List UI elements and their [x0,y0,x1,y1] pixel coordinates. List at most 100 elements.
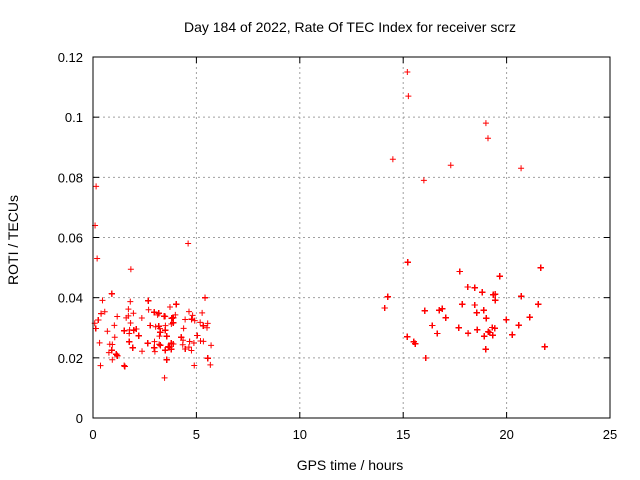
data-point [92,325,99,332]
data-point [98,310,105,317]
data-point [447,162,454,169]
data-point [139,348,146,355]
grid-lines [93,57,610,418]
y-tick-label: 0.06 [58,231,83,246]
x-tick-label: 10 [293,427,307,442]
data-point [93,183,100,190]
data-point [492,291,499,298]
data-point [204,320,211,327]
data-point [126,330,133,337]
data-point [182,345,189,352]
data-point [421,307,428,314]
data-point [94,255,101,262]
axis-ticks [92,56,611,419]
data-point [114,352,121,359]
data-point [479,289,486,296]
data-point [125,312,132,319]
data-point [471,302,478,309]
data-point [166,303,173,310]
data-point [442,314,449,321]
data-point [489,332,496,339]
data-point [459,301,466,308]
data-point [186,338,193,345]
data-point [188,316,195,323]
data-point [185,344,192,351]
data-point [464,283,471,290]
data-point [162,347,169,354]
data-point [473,309,480,316]
data-point [535,301,542,308]
data-point [481,333,488,340]
data-point [178,334,185,341]
data-point [168,346,175,353]
data-point [384,293,391,300]
data-point [104,328,111,335]
data-point [111,334,118,341]
data-point [194,332,201,339]
data-point [191,317,198,324]
data-point [381,304,388,311]
x-tick-label: 25 [603,427,617,442]
data-point [404,333,411,340]
data-points [91,69,548,381]
data-point [121,327,128,334]
data-point [541,343,548,350]
data-point [125,306,132,313]
data-point [503,316,510,323]
data-point [173,301,180,308]
data-point [138,315,145,322]
data-point [537,264,544,271]
data-point [182,316,189,323]
data-point [389,156,396,163]
data-point [180,325,187,332]
data-point [97,362,104,369]
data-point [197,319,204,326]
y-tick-label: 0.02 [58,351,83,366]
data-point [151,309,158,316]
data-point [486,329,493,336]
data-point [157,342,164,349]
data-point [189,312,196,319]
data-point [439,305,446,312]
data-point [161,313,168,320]
chart-title: Day 184 of 2022, Rate Of TEC Index for r… [184,19,516,35]
x-tick-label: 5 [193,427,200,442]
data-point [197,337,204,344]
data-point [526,314,533,321]
data-point [163,356,170,363]
data-point [135,332,142,339]
data-point [404,259,411,266]
data-point [155,323,162,330]
data-point [127,298,134,305]
data-point [185,240,192,247]
data-point [412,340,419,347]
data-point [434,330,441,337]
data-point [207,361,214,368]
data-point [170,341,177,348]
data-point [144,340,151,347]
y-tick-label: 0.1 [65,110,83,125]
data-point [482,120,489,127]
y-axis-label: ROTI / TECUs [5,195,21,285]
data-point [133,325,140,332]
data-point [179,341,186,348]
data-point [455,324,462,331]
data-point [145,297,152,304]
data-point [496,273,503,280]
data-point [126,338,133,345]
data-point [492,297,499,304]
data-point [489,324,496,331]
data-point [191,362,198,369]
data-point [483,315,490,322]
data-point [127,319,134,326]
data-point [480,307,487,314]
data-point [170,314,177,321]
data-point [96,339,103,346]
data-point [188,347,195,354]
data-point [162,327,169,334]
data-point [106,341,113,348]
data-point [518,165,525,172]
data-point [121,363,128,370]
x-tick-label: 20 [499,427,513,442]
plot-frame [92,56,611,419]
